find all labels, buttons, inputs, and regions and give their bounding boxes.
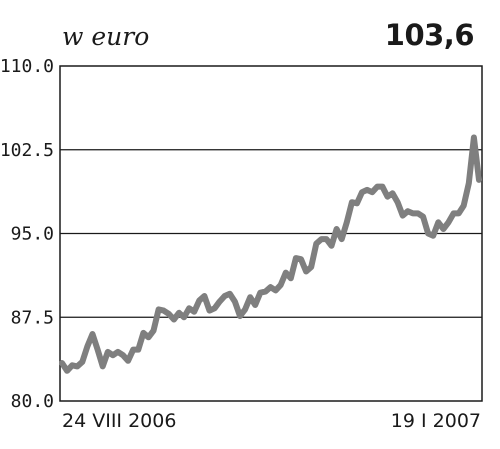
y-tick-labels: 110.0 102.5 95.0 87.5 80.0 <box>0 56 54 412</box>
plot-frame <box>59 65 483 402</box>
series-line <box>59 134 482 374</box>
grid-lines <box>60 149 482 318</box>
y-tick-label: 80.0 <box>11 391 54 412</box>
x-label-end: 19 I 2007 <box>391 410 481 432</box>
last-value: 103,6 <box>384 18 475 52</box>
y-tick-label: 95.0 <box>11 224 54 245</box>
y-tick-label: 102.5 <box>0 140 54 161</box>
y-tick-label: 110.0 <box>0 56 54 77</box>
x-label-start: 24 VIII 2006 <box>62 410 176 432</box>
y-tick-label: 87.5 <box>11 307 54 328</box>
unit-label: w euro <box>62 22 150 51</box>
